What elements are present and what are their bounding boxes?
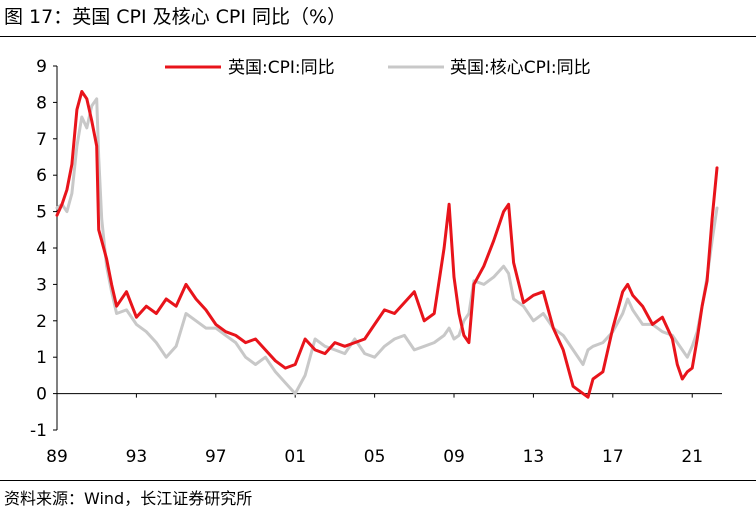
y-tick-label: 0 bbox=[36, 385, 47, 405]
figure-title: 图 17：英国 CPI 及核心 CPI 同比（%） bbox=[4, 6, 347, 28]
legend-core-cpi-label: 英国:核心CPI:同比 bbox=[450, 58, 591, 78]
bottom-rule bbox=[0, 480, 756, 481]
x-tick-label: 89 bbox=[46, 447, 68, 467]
x-tick-label: 01 bbox=[284, 447, 306, 467]
x-tick-label: 93 bbox=[126, 447, 148, 467]
x-tick-label: 13 bbox=[523, 447, 545, 467]
y-tick-label: 6 bbox=[36, 166, 47, 186]
y-tick-label: -1 bbox=[30, 421, 47, 441]
x-tick-label: 05 bbox=[364, 447, 386, 467]
y-tick-label: 9 bbox=[36, 57, 47, 77]
x-tick-label: 21 bbox=[681, 447, 703, 467]
line-chart: -1012345678989 93 97 01 05 09 13 17 21英国:CPI:同比英… bbox=[30, 57, 722, 467]
y-tick-label: 3 bbox=[36, 275, 47, 295]
series-line-core-cpi bbox=[55, 97, 719, 396]
series-line-cpi bbox=[55, 90, 719, 399]
legend-cpi-label: 英国:CPI:同比 bbox=[228, 58, 335, 78]
y-tick-label: 8 bbox=[36, 93, 47, 113]
y-tick-label: 4 bbox=[36, 239, 47, 259]
x-tick-label: 97 bbox=[205, 447, 227, 467]
source-note: 资料来源：Wind，长江证券研究所 bbox=[4, 489, 253, 508]
x-tick-label: 09 bbox=[443, 447, 465, 467]
x-tick-label: 17 bbox=[602, 447, 624, 467]
y-tick-label: 2 bbox=[36, 312, 47, 332]
top-rule bbox=[0, 36, 756, 37]
y-tick-label: 1 bbox=[36, 348, 47, 368]
y-tick-label: 7 bbox=[36, 130, 47, 150]
y-tick-label: 5 bbox=[36, 203, 47, 223]
